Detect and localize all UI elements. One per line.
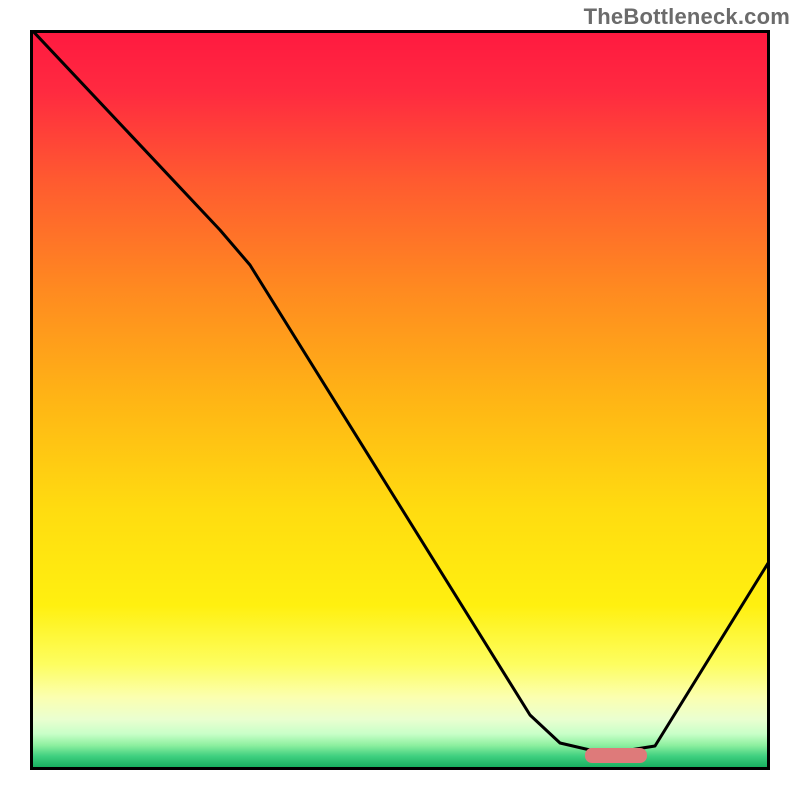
watermark: TheBottleneck.com xyxy=(584,4,790,30)
bottleneck-curve xyxy=(30,30,770,750)
optimum-marker xyxy=(585,748,647,763)
chart-plot xyxy=(30,30,770,770)
